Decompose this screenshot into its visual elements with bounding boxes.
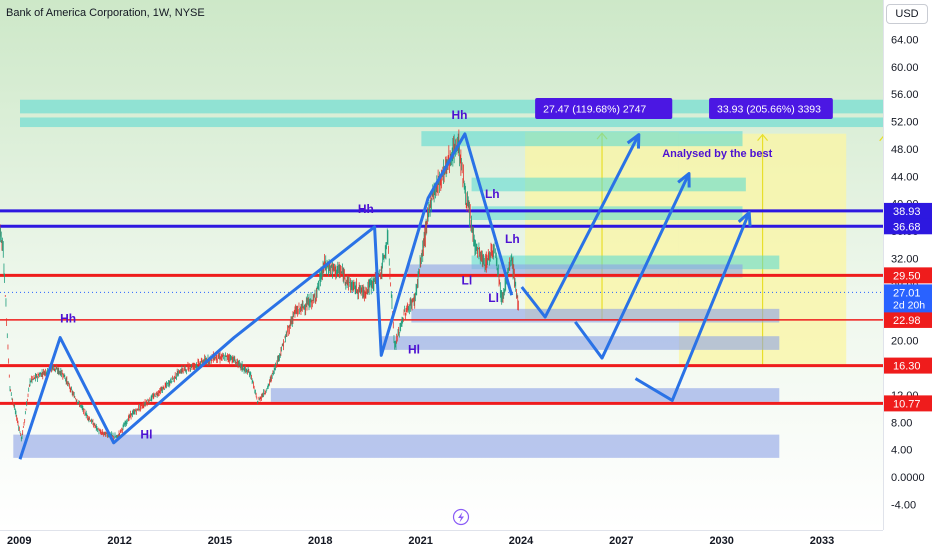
zone-blue-11 (13, 434, 780, 458)
price-tag-label-10.77: 10.77 (893, 398, 921, 410)
price-tag-16.30 (884, 357, 932, 374)
x-tick-label: 2018 (308, 535, 332, 547)
price-tag-10.77 (884, 395, 932, 412)
forecast-arrow-1 (520, 133, 641, 319)
price-tag-38.93 (884, 202, 932, 219)
y-tick-label: 64.00 (891, 35, 919, 47)
x-tick-label: 2027 (609, 535, 633, 547)
y-tick-label: 44.00 (891, 171, 919, 183)
pattern-annotation-3: Hh (358, 202, 374, 216)
zone-blue-9 (381, 336, 780, 350)
pattern-annotation-8: Lh (505, 232, 520, 246)
zone-teal-3 (421, 131, 743, 147)
price-tag-36.68 (884, 218, 932, 235)
price-tag-29.50 (884, 267, 932, 284)
pattern-annotation-5: Hh (452, 108, 468, 122)
y-tick-label: 60.00 (891, 62, 919, 74)
x-tick-label: 2015 (208, 535, 232, 547)
lightning-icon-bolt (458, 512, 464, 523)
forecast-arrowhead-2 (677, 172, 691, 188)
pattern-annotation-9: Ll (488, 291, 499, 305)
y-tick-label: 4.00 (891, 445, 912, 457)
forecast-arrowhead-3 (737, 210, 752, 227)
price-tag-label-22.98: 22.98 (893, 315, 921, 327)
y-tick-label: 48.00 (891, 144, 919, 156)
forecast-arrow-2 (574, 172, 691, 360)
y-tick-label: 32.00 (891, 253, 919, 265)
y-tick-label: 8.00 (891, 417, 912, 429)
zone-teal-4 (471, 177, 746, 192)
projection-label-1: 27.47 (119.68%) 2747 (543, 104, 646, 116)
projection-arrowhead-3 (879, 135, 883, 142)
price-tag-22.98 (884, 311, 932, 328)
projection-label-box-2 (709, 98, 833, 119)
y-tick-label: 56.00 (891, 89, 919, 101)
projection-label-box-1 (535, 98, 673, 119)
pattern-annotation-6: Lh (485, 187, 500, 201)
plot-layer: Hh Hl Hh Hl Hh Lh Ll Lh Ll Analysed by the best 27… (0, 98, 883, 460)
y-tick-label: 20.00 (891, 335, 919, 347)
currency-button[interactable]: USD (886, 4, 928, 24)
current-price-label: 27.01 (893, 287, 921, 299)
zone-teal-2 (20, 117, 883, 128)
x-tick-label: 2024 (509, 535, 534, 547)
price-tag-label-29.50: 29.50 (893, 270, 921, 282)
x-tick-label: 2030 (709, 535, 733, 547)
chart-title: Bank of America Corporation, 1W, NYSE (6, 7, 205, 19)
pattern-annotation-1: Hh (60, 312, 76, 326)
price-tag-label-16.30: 16.30 (893, 361, 921, 373)
current-price-tag (884, 284, 932, 313)
pattern-annotation-2: Hl (140, 428, 152, 442)
pattern-annotation-10: Analysed by the best (662, 148, 772, 160)
current-price-countdown: 2d 20h (893, 299, 925, 311)
forecast-arrow-3 (634, 211, 751, 402)
zone-teal-5 (471, 206, 743, 221)
pattern-annotation-4: Hl (408, 342, 420, 356)
y-tick-label: 0.0000 (891, 472, 925, 484)
projection-label-2: 33.93 (205.66%) 3393 (717, 104, 821, 116)
y-tick-label: -4.00 (891, 499, 916, 511)
price-tag-label-36.68: 36.68 (893, 221, 921, 233)
projection-arrowhead-2 (757, 133, 769, 142)
wave-pattern-line (18, 132, 514, 460)
candles-group (0, 129, 519, 442)
forecast-arrowhead-1 (626, 133, 641, 149)
x-tick-label: 2009 (7, 535, 31, 547)
time-axis-background (0, 530, 932, 550)
x-tick-label: 2012 (107, 535, 131, 547)
zone-blue-8 (411, 308, 780, 323)
y-tick-label: 52.00 (891, 117, 919, 129)
x-tick-label: 2021 (408, 535, 432, 547)
x-tick-label: 2033 (810, 535, 834, 547)
price-tag-label-38.93: 38.93 (893, 206, 921, 218)
zone-blue-10 (270, 388, 780, 402)
pattern-annotation-7: Ll (462, 273, 473, 287)
